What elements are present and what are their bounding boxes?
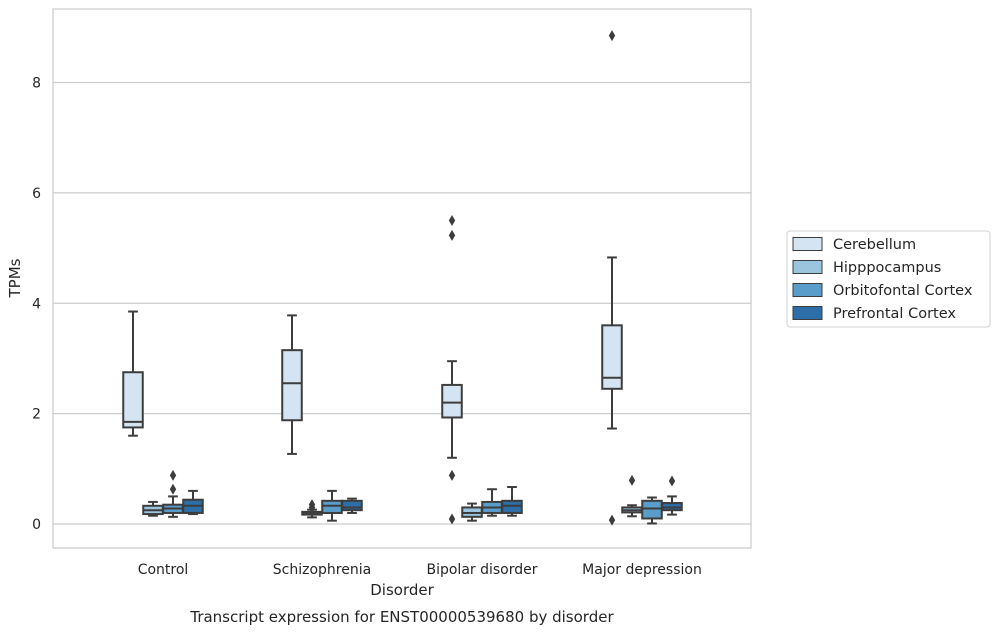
grid-lines [53,81,751,525]
chart-caption: Transcript expression for ENST0000053968… [189,608,614,626]
series-cerebellum [122,30,623,526]
outlier-point [448,214,456,226]
plot-area-frame [52,8,752,549]
series-hipppocampus [142,474,643,522]
legend-box [786,230,991,328]
box-iqr [122,371,144,429]
outlier-point [668,475,676,487]
x-tick-label: Major depression [582,562,702,578]
box [301,499,323,519]
legend-swatch [792,283,823,297]
legend-swatch [792,237,823,251]
legend-entry: Orbitofontal Cortex [833,283,973,299]
legend-entry: Prefrontal Cortex [833,306,956,322]
y-axis-label: TPMs [6,258,24,298]
box-iqr [321,499,343,514]
box-iqr [601,324,623,390]
box [601,30,623,526]
box-iqr [441,383,463,419]
legend-swatch [792,260,823,274]
y-tick-label: 2 [32,407,41,423]
outlier-point [448,229,456,241]
box [481,488,503,517]
series-prefrontal-cortex [182,475,683,517]
outlier-point [448,513,456,525]
box [661,475,683,516]
box-iqr [641,499,663,520]
box [341,497,363,514]
y-tick-label: 6 [32,186,41,202]
box [182,489,204,516]
box [281,314,303,455]
y-axis-ticks: 0 2 4 6 8 [32,76,41,534]
box-iqr [501,499,523,514]
box [142,500,164,517]
legend-entry: Hipppocampus [833,260,941,276]
outlier-point [608,514,616,526]
x-axis-ticks: Control Schizophrenia Bipolar disorder Majo… [138,562,702,578]
outlier-point [169,483,177,495]
box [321,489,343,522]
y-tick-label: 4 [32,296,41,312]
box [461,502,483,522]
x-axis-label: Disorder [370,581,434,599]
outlier-point [608,30,616,42]
legend-swatch [792,306,823,320]
box-iqr [281,349,303,422]
legend-entry: Cerebellum [833,237,916,253]
box [501,486,523,517]
box-iqr [341,499,363,512]
box [621,474,643,518]
outlier-point [308,499,316,511]
y-tick-label: 8 [32,76,41,92]
box-plot-series [122,30,683,526]
outlier-point [448,469,456,481]
x-tick-label: Schizophrenia [273,562,371,578]
legend: Cerebellum Hipppocampus Orbitofontal Corte… [786,230,991,328]
outlier-point [628,474,636,486]
box [441,214,463,525]
box [162,469,184,518]
box [122,310,144,437]
x-tick-label: Control [138,562,189,578]
box [641,496,663,525]
series-orbitofontal-cortex [162,469,663,525]
x-tick-label: Bipolar disorder [426,562,537,578]
y-tick-label: 0 [32,517,41,533]
outlier-point [169,469,177,481]
